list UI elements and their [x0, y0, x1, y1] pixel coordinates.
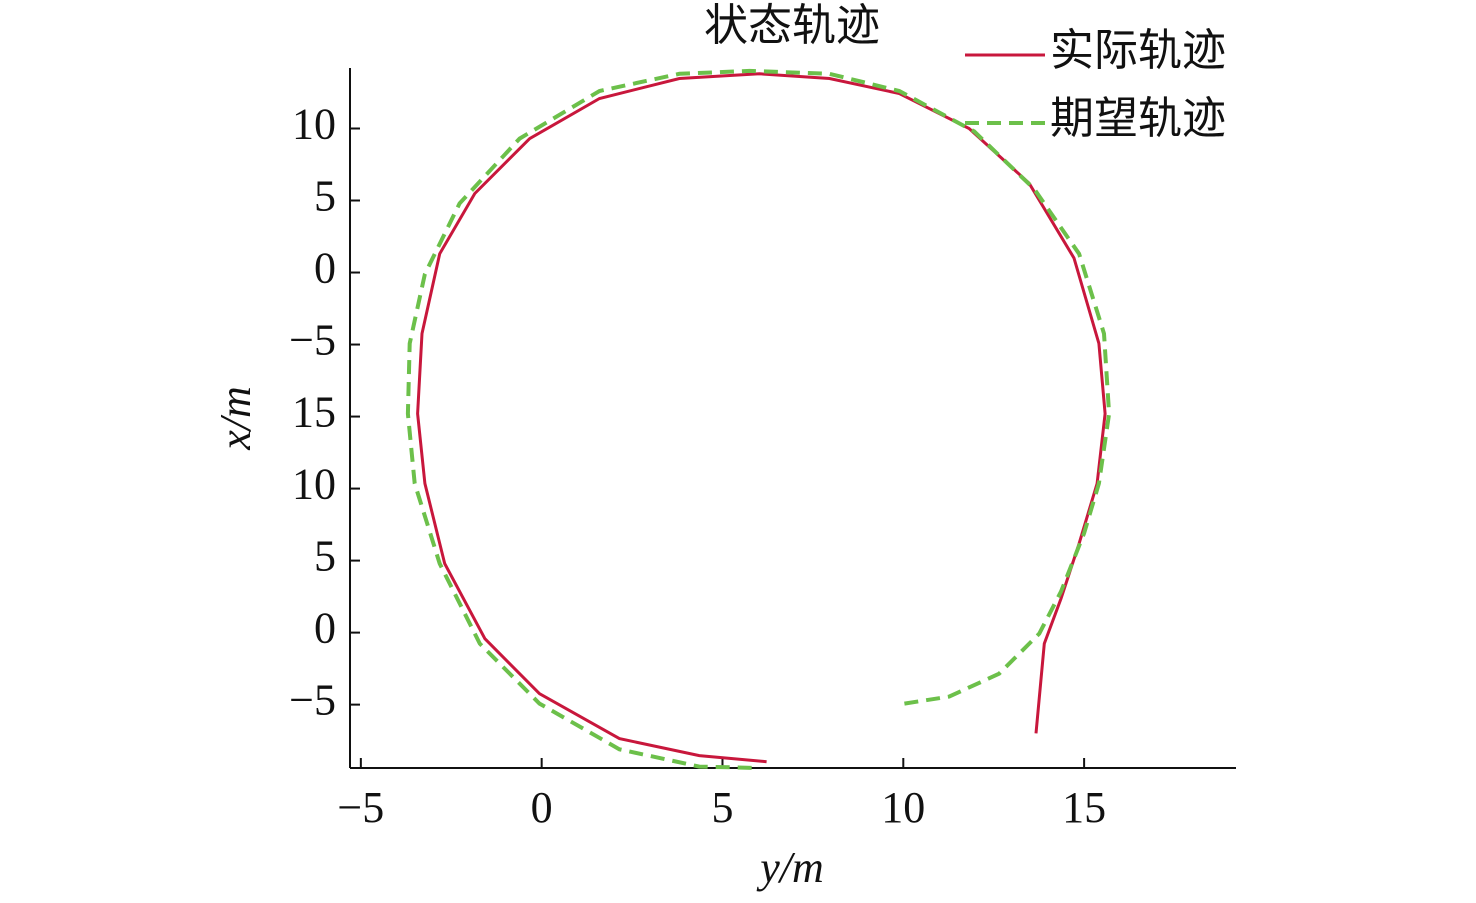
x-tick-label: −5	[337, 783, 384, 832]
x-tick-label: 5	[711, 783, 733, 832]
legend-label: 期望轨迹	[1050, 94, 1226, 143]
y-tick-label: 10	[292, 100, 336, 149]
y-tick-label: −5	[289, 676, 336, 725]
y-axis-label: x/m	[211, 386, 260, 451]
y-tick-label: 5	[314, 172, 336, 221]
x-tick-label: 10	[881, 783, 925, 832]
y-tick-label: 0	[314, 244, 336, 293]
y-tick-label: 10	[292, 460, 336, 509]
y-tick-label: 0	[314, 604, 336, 653]
y-tick-label: 15	[292, 388, 336, 437]
y-tick-label: 5	[314, 532, 336, 581]
x-tick-label: 15	[1062, 783, 1106, 832]
x-tick-label: 0	[531, 783, 553, 832]
legend-label: 实际轨迹	[1050, 26, 1226, 75]
x-axis-label: y/m	[756, 843, 824, 892]
chart-title: 状态轨迹	[704, 1, 880, 50]
y-tick-label: −5	[289, 316, 336, 365]
series-line	[405, 68, 1112, 770]
series-line	[416, 72, 1107, 764]
